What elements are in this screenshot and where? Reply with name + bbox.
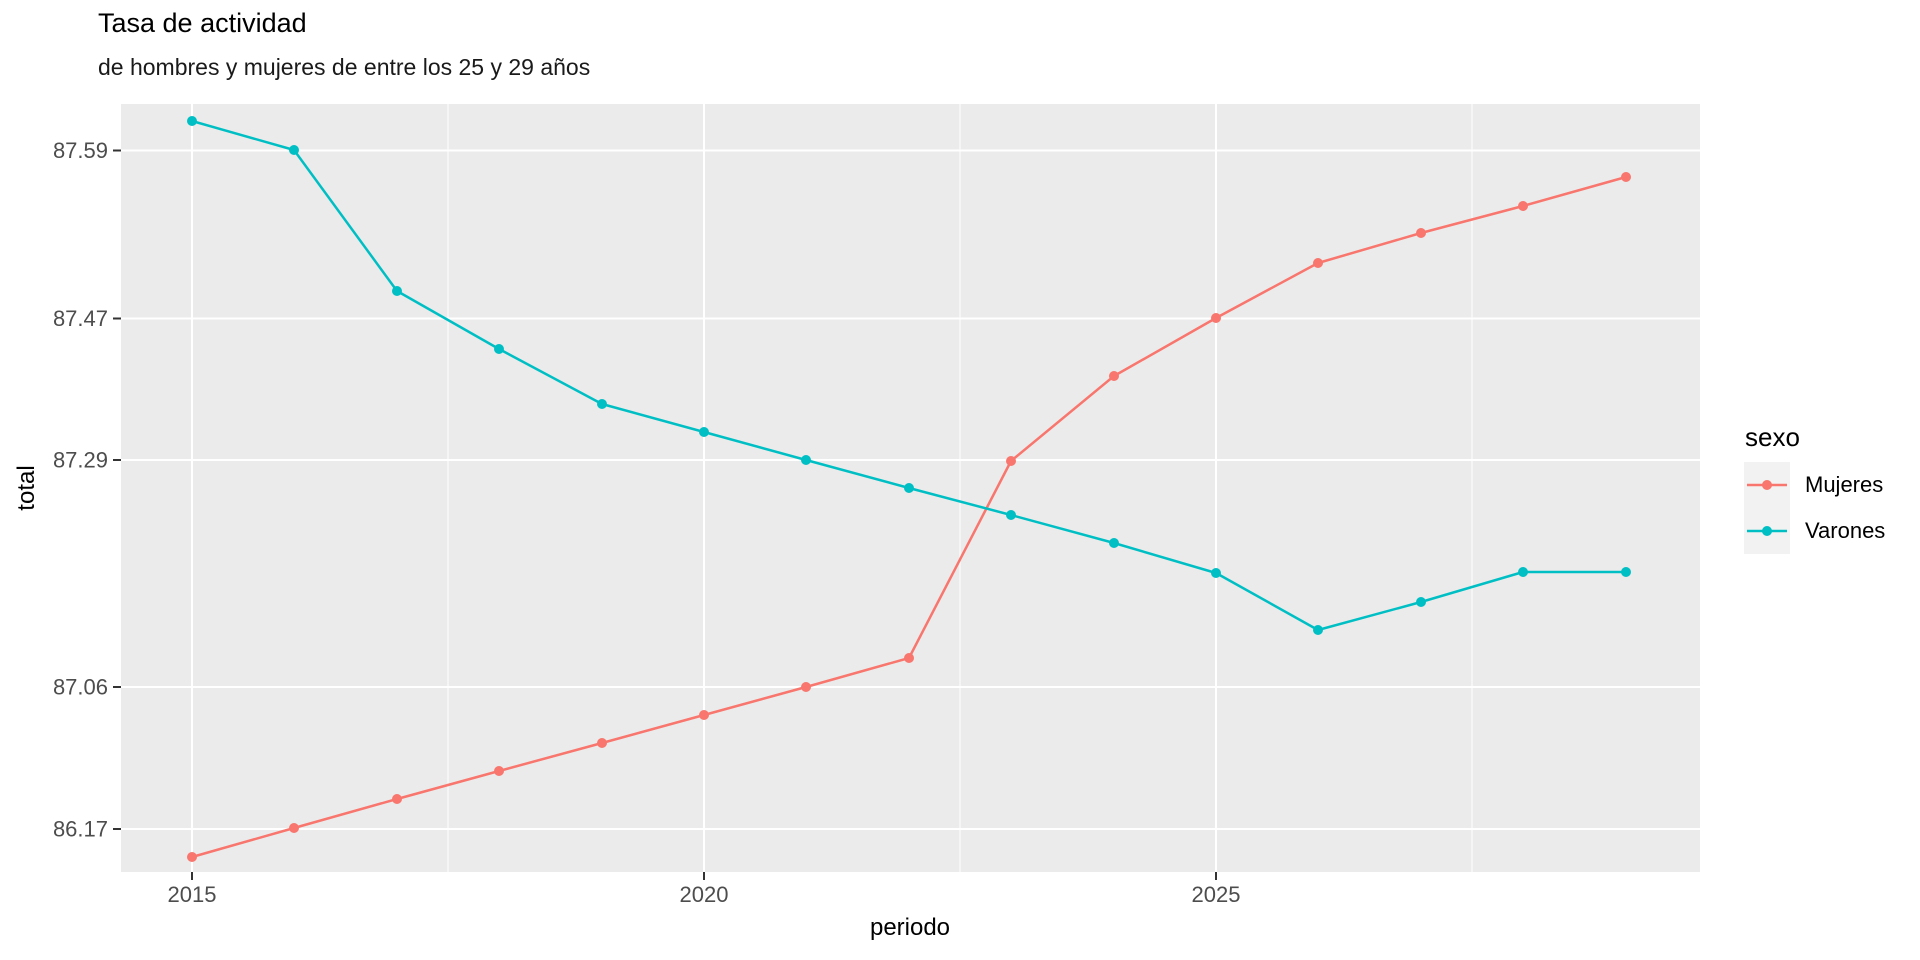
legend-entry-varones: Varones <box>1744 508 1885 554</box>
data-point-varones <box>1006 510 1016 520</box>
data-point-mujeres <box>392 794 402 804</box>
data-point-varones <box>1211 568 1221 578</box>
data-point-varones <box>187 116 197 126</box>
data-point-varones <box>1416 597 1426 607</box>
data-point-varones <box>289 145 299 155</box>
data-point-varones <box>597 399 607 409</box>
legend-label-varones: Varones <box>1805 518 1886 543</box>
data-point-varones <box>1109 538 1119 548</box>
data-point-varones <box>494 344 504 354</box>
legend: sexo Mujeres Varones <box>1744 422 1885 554</box>
x-tick-label: 2020 <box>680 882 729 907</box>
chart-subtitle: de hombres y mujeres de entre los 25 y 2… <box>98 54 591 80</box>
chart-title: Tasa de actividad <box>98 8 307 38</box>
data-point-mujeres <box>904 653 914 663</box>
data-point-mujeres <box>1518 201 1528 211</box>
legend-key-varones-icon <box>1744 508 1790 554</box>
data-point-mujeres <box>1211 313 1221 323</box>
legend-title: sexo <box>1745 422 1800 452</box>
data-point-varones <box>904 483 914 493</box>
data-point-mujeres <box>289 823 299 833</box>
legend-key-mujeres-icon <box>1744 462 1790 508</box>
data-point-varones <box>392 286 402 296</box>
x-tick-label: 2015 <box>168 882 217 907</box>
data-point-varones <box>1313 625 1323 635</box>
y-tick-label: 87.06 <box>53 675 108 700</box>
data-point-varones <box>699 427 709 437</box>
legend-glyph-mujeres <box>1747 480 1787 490</box>
data-point-varones <box>1621 567 1631 577</box>
y-axis-title: total <box>13 465 40 511</box>
data-point-mujeres <box>1313 258 1323 268</box>
data-point-varones <box>1518 567 1528 577</box>
data-point-mujeres <box>187 852 197 862</box>
legend-entry-mujeres: Mujeres <box>1744 462 1885 508</box>
y-tick-label: 87.47 <box>53 306 108 331</box>
data-point-mujeres <box>1006 456 1016 466</box>
y-tick-label: 87.59 <box>53 138 108 163</box>
data-point-mujeres <box>1109 371 1119 381</box>
data-point-mujeres <box>699 710 709 720</box>
data-point-mujeres <box>597 738 607 748</box>
y-tick-label: 87.29 <box>53 448 108 473</box>
legend-entries: Mujeres Varones <box>1744 462 1885 554</box>
data-point-mujeres <box>1416 228 1426 238</box>
data-point-varones <box>801 455 811 465</box>
legend-glyph-varones <box>1747 526 1787 536</box>
x-tick-label: 2025 <box>1192 882 1241 907</box>
legend-label-mujeres: Mujeres <box>1805 472 1884 497</box>
y-tick-label: 86.17 <box>53 817 108 842</box>
data-point-mujeres <box>1621 172 1631 182</box>
data-point-mujeres <box>494 766 504 776</box>
x-axis-title: periodo <box>869 914 951 941</box>
data-point-mujeres <box>801 682 811 692</box>
